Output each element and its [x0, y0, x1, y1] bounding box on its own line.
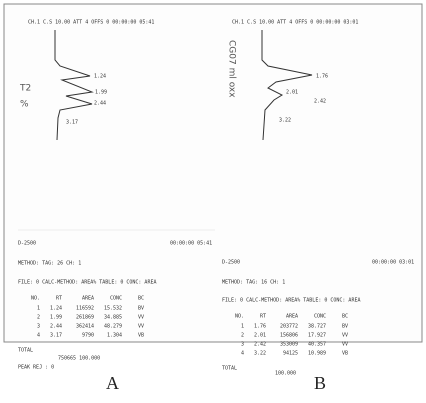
table-header: AREA — [82, 296, 94, 302]
instrument: D-2500 — [18, 241, 36, 247]
table-cell: 17.927 — [308, 333, 326, 339]
table-cell: 38.727 — [308, 324, 326, 330]
table-cell: 353009 — [280, 342, 298, 348]
table-cell: 261869 — [76, 315, 94, 321]
table-cell: VB — [138, 333, 144, 339]
panel-label: B — [314, 373, 326, 393]
table-cell: 15.532 — [104, 306, 122, 312]
handwritten-note: % — [20, 100, 29, 110]
peak-label: 3.17 — [66, 120, 78, 126]
table-cell: 34.885 — [104, 315, 122, 321]
table-cell: 4 — [241, 351, 244, 357]
table-cell: 1 — [37, 306, 40, 312]
table-cell: 3.22 — [254, 351, 266, 357]
table-cell: 3.17 — [50, 333, 62, 339]
table-header: BC — [138, 296, 144, 302]
table-cell: BV — [138, 306, 144, 312]
table-header: AREA — [286, 314, 298, 320]
file-line: FILE: 0 CALC-METHOD: AREA% TABLE: 0 CONC… — [18, 280, 156, 286]
total: TOTAL — [18, 348, 33, 354]
table-cell: 156806 — [280, 333, 298, 339]
footer: PEAK REJ : 0 — [18, 365, 54, 371]
table-cell: BV — [342, 324, 348, 330]
table-cell: VV — [342, 342, 348, 348]
table-cell: 48.279 — [104, 324, 122, 330]
panel-label: A — [106, 373, 119, 393]
table-cell: 1.24 — [50, 306, 62, 312]
timestamp: 00:00:00 05:41 — [170, 241, 212, 247]
table-header: CONC — [110, 296, 122, 302]
table-cell: 116592 — [76, 306, 94, 312]
table-cell: 2.42 — [254, 342, 266, 348]
instrument: D-2500 — [222, 260, 240, 266]
table-cell: 2 — [241, 333, 244, 339]
table-cell: VV — [342, 333, 348, 339]
table-cell: VB — [342, 351, 348, 357]
method-line: METHOD: TAG: 16 CH: 1 — [222, 280, 285, 286]
total-values: 100.000 — [275, 371, 296, 377]
table-cell: 2 — [37, 315, 40, 321]
table-header: NO. — [31, 296, 40, 302]
peak-label: 1.76 — [316, 74, 328, 80]
peak-label: 1.99 — [95, 90, 107, 96]
total: TOTAL — [222, 366, 237, 372]
table-cell: 1.304 — [107, 333, 122, 339]
table-cell: 4 — [37, 333, 40, 339]
method-line: METHOD: TAG: 26 CH: 1 — [18, 261, 81, 267]
table-cell: 9790 — [82, 333, 94, 339]
table-cell: 1.76 — [254, 324, 266, 330]
chart-header: CH.1 C.S 10.00 ATT 4 OFFS 0 00:00:00 03:… — [232, 20, 358, 26]
handwritten-note: T2 — [19, 84, 31, 94]
table-cell: 10.989 — [308, 351, 326, 357]
table-cell: 94125 — [283, 351, 298, 357]
table-cell: 3 — [241, 342, 244, 348]
peak-label: 2.01 — [286, 90, 298, 96]
peak-label: 3.22 — [279, 118, 291, 124]
frame — [4, 4, 422, 342]
total-values: 750665 100.000 — [58, 356, 100, 362]
table-header: CONC — [314, 314, 326, 320]
chart-header: CH.1 C.S 10.00 ATT 4 OFFS 0 00:00:00 05:… — [28, 20, 154, 26]
table-header: BC — [342, 314, 348, 320]
file-line: FILE: 0 CALC-METHOD: AREA% TABLE: 0 CONC… — [222, 298, 360, 304]
timestamp: 00:00:00 03:01 — [372, 260, 414, 266]
table-cell: VV — [138, 324, 144, 330]
table-cell: 1 — [241, 324, 244, 330]
peak-label: 2.44 — [94, 101, 106, 107]
table-header: RT — [260, 314, 266, 320]
table-cell: 3 — [37, 324, 40, 330]
table-cell: 203772 — [280, 324, 298, 330]
table-cell: 1.99 — [50, 315, 62, 321]
table-header: NO. — [235, 314, 244, 320]
table-header: RT — [56, 296, 62, 302]
peak-label: 1.24 — [94, 74, 106, 80]
table-cell: 362414 — [76, 324, 94, 330]
handwritten-note: CG07 ml oxx — [227, 40, 237, 98]
table-cell: 2.01 — [254, 333, 266, 339]
document: CH.1 C.S 10.00 ATT 4 OFFS 0 00:00:00 05:… — [0, 0, 426, 403]
table-cell: VV — [138, 315, 144, 321]
peak-label: 2.42 — [314, 99, 326, 105]
table-cell: 40.357 — [308, 342, 326, 348]
table-cell: 2.44 — [50, 324, 62, 330]
